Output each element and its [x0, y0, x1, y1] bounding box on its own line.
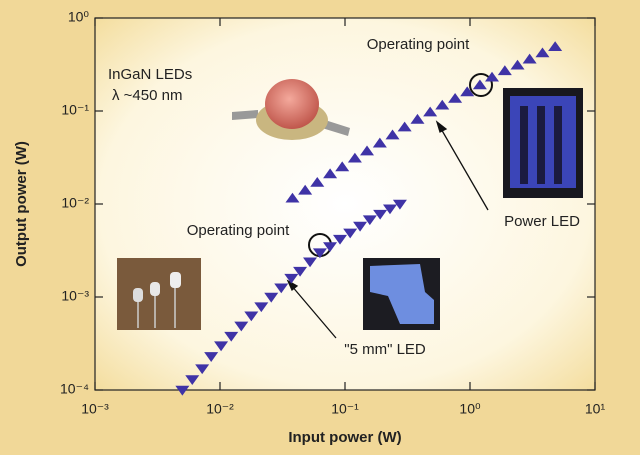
- marker: [535, 47, 550, 58]
- x-tick-label: 10⁻³: [81, 401, 109, 417]
- marker: [360, 145, 375, 156]
- marker: [460, 86, 475, 97]
- x-tick-label: 10⁻¹: [331, 401, 359, 417]
- marker: [347, 152, 362, 163]
- marker: [410, 113, 425, 124]
- marker: [335, 161, 350, 172]
- annotation: Operating point: [187, 222, 290, 239]
- marker: [323, 168, 338, 179]
- x-tick-label: 10⁻²: [206, 401, 234, 417]
- operating-circle: [469, 73, 493, 97]
- marker: [298, 184, 313, 195]
- marker: [343, 228, 358, 239]
- annotation: Operating point: [367, 36, 470, 53]
- marker: [195, 364, 210, 375]
- marker: [224, 331, 239, 342]
- marker: [332, 234, 347, 245]
- x-axis-title: Input power (W): [288, 429, 401, 446]
- marker: [385, 129, 400, 140]
- annotation: Power LED: [504, 213, 580, 230]
- x-tick-label: 10⁰: [459, 401, 481, 417]
- marker: [373, 209, 388, 220]
- marker: [285, 192, 300, 203]
- y-tick-label: 10⁻¹: [61, 102, 89, 118]
- y-tick-label: 10⁻³: [61, 288, 89, 304]
- x-tick-label: 10¹: [585, 401, 606, 417]
- marker: [264, 292, 279, 303]
- power-led-photo: [232, 79, 350, 140]
- marker: [204, 352, 219, 362]
- power-chip-photo: [503, 88, 583, 198]
- marker: [382, 204, 397, 215]
- marker: [310, 176, 325, 187]
- marker: [510, 59, 525, 70]
- marker: [244, 311, 259, 322]
- led-lamp-photo: [117, 258, 201, 330]
- marker: [175, 385, 190, 396]
- marker: [254, 302, 269, 313]
- y-axis-title: Output power (W): [13, 141, 30, 267]
- marker: [472, 79, 487, 90]
- marker: [392, 199, 407, 210]
- y-tick-label: 10⁰: [68, 9, 90, 25]
- marker: [293, 266, 308, 277]
- y-tick-label: 10⁻²: [61, 195, 89, 211]
- marker: [497, 65, 512, 76]
- marker: [312, 248, 327, 259]
- arrows: [286, 120, 489, 339]
- marker: [303, 257, 318, 268]
- marker: [548, 41, 563, 52]
- marker: [372, 137, 387, 148]
- marker: [362, 215, 377, 226]
- marker: [423, 106, 438, 117]
- annotation: "5 mm" LED: [344, 341, 426, 358]
- y-tick-label: 10⁻⁴: [60, 381, 89, 397]
- marker: [353, 221, 368, 232]
- marker: [435, 99, 450, 110]
- marker: [214, 341, 229, 352]
- marker: [448, 92, 463, 103]
- marker: [397, 121, 412, 132]
- marker: [284, 273, 299, 284]
- marker: [185, 375, 200, 386]
- marker: [274, 283, 289, 294]
- annotation: λ ~450 nm: [112, 87, 182, 104]
- annotation: InGaN LEDs: [108, 66, 192, 83]
- marker: [323, 242, 338, 253]
- marker: [522, 53, 537, 64]
- marker: [234, 321, 249, 332]
- chip-photo: [363, 258, 440, 330]
- marker: [485, 71, 500, 82]
